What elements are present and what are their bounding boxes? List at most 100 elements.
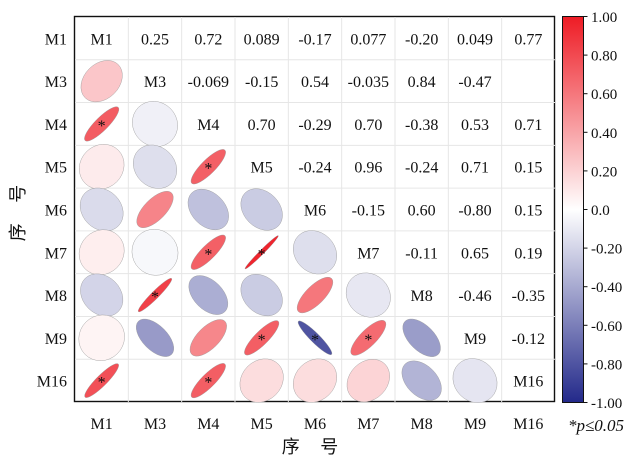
y-axis-label: 序 号 (8, 177, 28, 242)
significance-marker: * (204, 161, 212, 178)
x-tick-label: M6 (304, 416, 326, 433)
cell-label: 0.77 (514, 31, 542, 48)
correlation-ellipse (132, 101, 178, 147)
correlation-ellipse (293, 230, 337, 275)
colorbar-tick-label: 0.20 (591, 164, 617, 180)
correlation-ellipse (297, 320, 333, 355)
significance-marker: * (151, 289, 159, 306)
y-tick-label: M8 (45, 288, 67, 305)
colorbar-tick-label: 0.80 (591, 49, 617, 65)
correlation-ellipse (131, 229, 179, 276)
correlation-ellipse (133, 144, 177, 189)
colorbar-tick-label: 1.00 (591, 10, 617, 26)
y-tick-label: M7 (45, 245, 67, 262)
cell-label: 0.65 (461, 245, 489, 262)
cell-label: M4 (197, 117, 219, 134)
y-tick-label: M5 (45, 160, 67, 177)
colorbar-tick-label: -0.60 (591, 319, 622, 335)
y-tick-label: M1 (45, 31, 67, 48)
colorbar-tick-label: 0.40 (591, 126, 617, 142)
colorbar-tick-label: -0.40 (591, 280, 622, 296)
y-tick-label: M6 (45, 203, 67, 220)
matrix-cells: M1 0.25 0.72 0.089 -0.17 0.077 -0.20 0.049 0.77 M… (78, 31, 545, 403)
correlation-ellipse (80, 273, 124, 317)
significance-marker: * (364, 332, 372, 349)
correlation-ellipse (136, 318, 174, 357)
cell-label: -0.24 (405, 160, 438, 177)
cell-label: M1 (91, 31, 113, 48)
cell-label: 0.089 (244, 31, 280, 48)
cell-label: 0.19 (514, 245, 542, 262)
x-tick-label: M7 (357, 416, 379, 433)
x-tick-label: M5 (251, 416, 273, 433)
cell-label: 0.71 (514, 117, 542, 134)
colorbar-ticks: 1.00 0.80 0.60 0.40 0.20 0.0 -0.20 -0.40 -0.60 -0… (583, 10, 622, 412)
significance-marker: * (98, 118, 106, 135)
correlation-ellipse (80, 60, 123, 103)
correlation-ellipse (190, 234, 226, 270)
correlation-ellipse (190, 363, 226, 399)
y-tick-labels: M1 M3 M4 M5 M6 M7 M8 M9 M16 (37, 31, 67, 390)
cell-label: 0.84 (408, 74, 436, 91)
colorbar (562, 16, 584, 403)
cell-label: -0.12 (512, 331, 545, 348)
x-tick-label: M4 (197, 416, 219, 433)
cell-label: -0.15 (245, 74, 278, 91)
colorbar-tick-label: -1.00 (591, 396, 622, 412)
cell-label: 0.54 (301, 74, 329, 91)
correlation-ellipse (240, 188, 283, 231)
cell-label: 0.96 (354, 160, 382, 177)
cell-label: 0.70 (354, 117, 382, 134)
cell-label: M3 (144, 74, 166, 91)
cell-label: M9 (464, 331, 486, 348)
cell-label: -0.035 (348, 74, 389, 91)
correlation-ellipse (346, 359, 390, 403)
correlation-ellipse (401, 360, 442, 401)
correlation-ellipse (402, 318, 441, 357)
correlation-ellipse (293, 358, 337, 403)
cell-label: 0.53 (461, 117, 489, 134)
cell-label: 0.15 (514, 203, 542, 220)
y-tick-label: M16 (37, 374, 67, 391)
cell-label: 0.72 (194, 31, 222, 48)
cell-label: M8 (411, 288, 433, 305)
correlation-ellipse (137, 278, 173, 313)
cell-label: 0.25 (141, 31, 169, 48)
x-tick-label: M3 (144, 416, 166, 433)
correlation-ellipse (240, 274, 283, 317)
cell-label: -0.15 (352, 203, 385, 220)
cell-label: -0.35 (512, 288, 545, 305)
x-tick-label: M1 (91, 416, 113, 433)
cell-label: 0.60 (408, 203, 436, 220)
cell-label: M16 (513, 374, 543, 391)
correlation-ellipse (345, 272, 391, 318)
colorbar-tick-label: -0.80 (591, 357, 622, 373)
cell-label: -0.46 (458, 288, 491, 305)
y-tick-label: M9 (45, 331, 67, 348)
correlation-ellipse (244, 235, 279, 270)
cell-label: M5 (251, 160, 273, 177)
correlation-ellipse (188, 275, 229, 315)
y-tick-label: M4 (45, 117, 67, 134)
correlation-ellipse (136, 191, 174, 228)
significance-marker: * (98, 375, 106, 392)
correlation-ellipse (190, 149, 226, 185)
cell-label: -0.38 (405, 117, 438, 134)
cell-label: M7 (357, 245, 379, 262)
correlation-ellipse (187, 188, 229, 231)
significance-marker: * (204, 246, 212, 263)
correlation-ellipse (452, 358, 498, 403)
x-tick-label: M8 (411, 416, 433, 433)
significance-marker: * (258, 332, 266, 349)
x-tick-labels: M1 M3 M4 M5 M6 M7 M8 M9 M16 (91, 416, 544, 433)
cell-label: -0.24 (298, 160, 331, 177)
cell-label: -0.11 (405, 245, 438, 262)
significance-marker: * (258, 246, 266, 263)
cell-label: -0.80 (458, 203, 491, 220)
cell-label: 0.077 (350, 31, 386, 48)
cell-label: -0.20 (405, 31, 438, 48)
cell-label: M6 (304, 203, 326, 220)
colorbar-tick-label: 0.0 (591, 203, 610, 219)
cell-label: 0.15 (514, 160, 542, 177)
correlation-ellipse (296, 276, 334, 314)
